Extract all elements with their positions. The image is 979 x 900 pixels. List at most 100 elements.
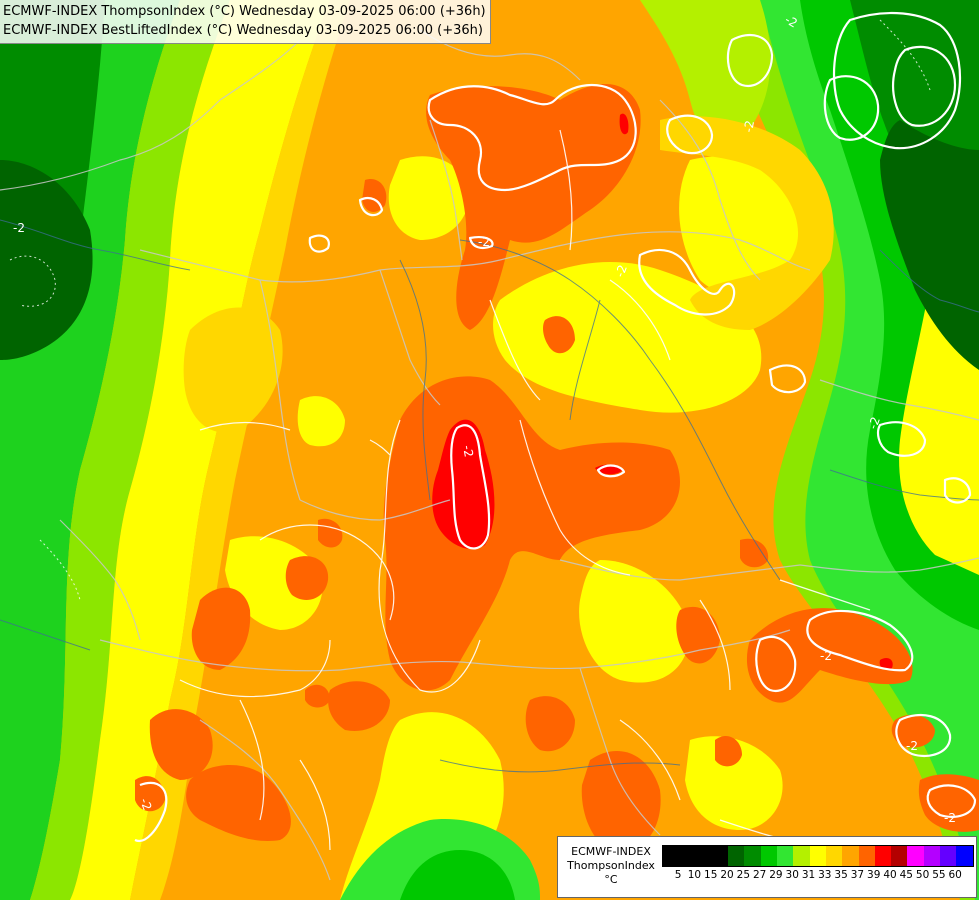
- legend-swatch: [695, 846, 712, 866]
- field-east-darkest: [880, 120, 979, 370]
- contour-label: -2: [820, 649, 832, 663]
- contour-c3: [596, 464, 626, 478]
- field-ee-darkorange2: [891, 714, 935, 748]
- rivers: [0, 219, 979, 773]
- legend-swatch: [793, 846, 810, 866]
- legend-swatch: [874, 846, 892, 866]
- contour-ne2: [726, 33, 774, 88]
- field-s-darkorange4: [525, 696, 575, 752]
- legend-swatch: [777, 846, 794, 866]
- legend-tick-label: 60: [948, 869, 962, 881]
- field-sc-yellow: [579, 560, 690, 683]
- legend-tick-label: 55: [932, 869, 946, 881]
- contour-e1: [638, 248, 736, 316]
- legend-tick-label: 35: [834, 869, 848, 881]
- field-se-yellow: [685, 736, 783, 830]
- contour-c2: [468, 236, 494, 249]
- legend-color-bar: [662, 845, 974, 867]
- legend-swatch: [842, 846, 859, 866]
- legend-tick-label: 40: [883, 869, 897, 881]
- legend-unit: °C: [604, 873, 618, 886]
- contour-labels: -2 -2 -2 -2 -2 -2 -2 -2 -2 -2 -2: [13, 12, 956, 825]
- contour-ne5: [832, 12, 962, 150]
- legend-tick-labels: 5 10 15 20 25 27 29 30 31 33 35 37 39 40 45 50 55 60: [662, 869, 962, 881]
- field-cw-darkorange: [285, 556, 329, 600]
- legend-tick-label: 25: [736, 869, 751, 881]
- field-e-darkorange: [746, 608, 913, 703]
- contour-label: -2: [906, 739, 918, 753]
- legend-swatch: [907, 846, 924, 866]
- legend-tick-label: 29: [769, 869, 783, 881]
- legend-tick-label: 5: [674, 869, 682, 881]
- legend-tick-label: 50: [915, 869, 930, 881]
- legend-title: ECMWF-INDEX ThompsonIndex °C: [562, 845, 660, 887]
- legend-swatch: [679, 846, 696, 866]
- legend-swatch: [940, 846, 957, 866]
- contour-ne1: [666, 114, 714, 155]
- title-line-2: ECMWF-INDEX BestLiftedIndex (°C) Wednesd…: [3, 23, 483, 38]
- field-se-darkorange: [581, 751, 661, 852]
- field-e-darkorange4: [740, 538, 769, 568]
- thin-isolines: [179, 129, 871, 851]
- field-e-red: [879, 657, 893, 670]
- field-w-yellow: [297, 396, 345, 447]
- legend-swatch: [663, 846, 680, 866]
- contour-label: -2: [137, 796, 154, 812]
- field-west-yellow: [70, 0, 330, 900]
- field-wc-gold: [183, 307, 283, 433]
- contour-se1: [895, 713, 952, 758]
- legend-tick-label: 37: [850, 869, 865, 881]
- dotted-isolines: [9, 19, 931, 601]
- contour-e2: [768, 364, 807, 394]
- legend-tick-label: 30: [785, 869, 799, 881]
- title-line-1: ECMWF-INDEX ThompsonIndex (°C) Wednesday…: [3, 4, 486, 19]
- contour-label: -2: [613, 263, 630, 279]
- contour-label: -2: [478, 235, 490, 249]
- contour-label: -2: [866, 415, 883, 431]
- legend-tick-label: 20: [720, 869, 734, 881]
- contour-ee2: [943, 477, 972, 504]
- legend-tick-label: 33: [818, 869, 832, 881]
- legend-tick-label: 31: [801, 869, 816, 881]
- field-s-darkorange: [186, 765, 291, 841]
- legend-swatch: [923, 846, 941, 866]
- contour-center: [450, 424, 491, 550]
- legend-swatch: [825, 846, 843, 866]
- field-e-darkorange3: [715, 735, 742, 767]
- contour-ne3: [823, 75, 880, 141]
- legend-tick-label: 27: [752, 869, 767, 881]
- field-n-red: [619, 113, 629, 135]
- field-west-gold: [130, 0, 350, 900]
- color-legend: ECMWF-INDEX ThompsonIndex °C 5 10 15 20 25 27…: [557, 836, 977, 898]
- legend-swatch: [744, 846, 761, 866]
- field-west-lightgreen: [30, 0, 230, 900]
- legend-swatch: [760, 846, 778, 866]
- field-s-darkorange5: [328, 681, 390, 731]
- contour-label: -2: [944, 811, 956, 825]
- contour-ee1: [877, 421, 927, 457]
- contour-sw1: [134, 782, 168, 843]
- contour-se2: [926, 784, 977, 818]
- legend-tick-label: 10: [687, 869, 702, 881]
- country-borders: [0, 29, 979, 881]
- field-s-darkorange3: [305, 684, 330, 708]
- contour-e4: [755, 635, 797, 693]
- contour-label: -2: [13, 221, 25, 235]
- legend-swatch: [728, 846, 745, 866]
- contour-w2: [358, 196, 384, 217]
- legend-swatch: [956, 846, 973, 866]
- contour-label: -2: [741, 119, 757, 133]
- legend-tick-label: 15: [704, 869, 718, 881]
- field-e-darkorange2: [676, 606, 720, 664]
- legend-swatch: [711, 846, 729, 866]
- field-n-yellow: [388, 156, 470, 240]
- legend-tick-label: 45: [899, 869, 913, 881]
- field-sw-darkorange: [191, 587, 251, 670]
- legend-model: ECMWF-INDEX: [571, 845, 651, 858]
- field-ne-gold: [660, 116, 834, 330]
- contour-e3: [806, 609, 914, 672]
- field-west-darkgreen2: [0, 160, 93, 360]
- contour-label: -2: [460, 444, 476, 458]
- contour-lines: [134, 12, 977, 843]
